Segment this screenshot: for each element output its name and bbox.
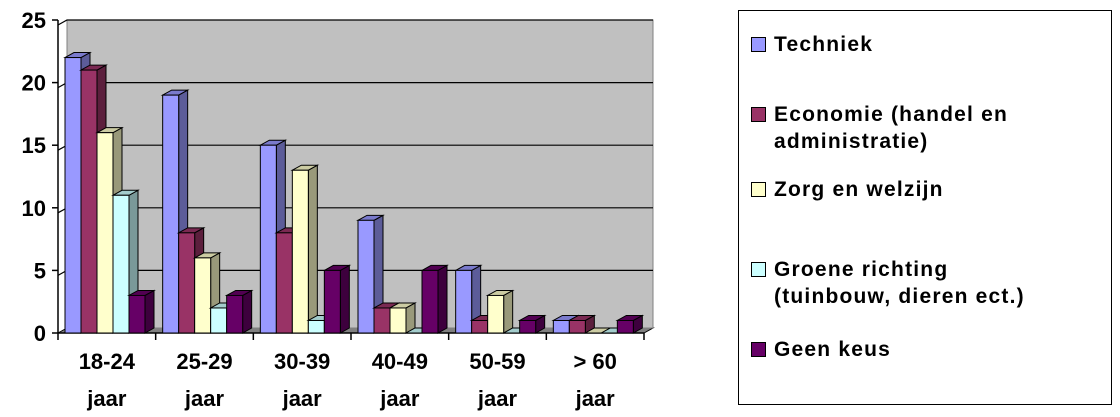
legend-label: Zorg en welzijn: [774, 178, 944, 201]
legend-swatch: [751, 182, 766, 197]
bar: [615, 314, 645, 334]
x-tick-label: 30-39 jaar: [274, 349, 330, 411]
legend-item: Techniek: [751, 31, 1114, 58]
legend-swatch: [751, 342, 766, 357]
legend-swatch: [751, 262, 766, 277]
bar: [224, 289, 254, 334]
y-tick-label: 0: [34, 321, 46, 346]
gridline: [57, 19, 653, 26]
y-tick-label: 5: [34, 258, 46, 283]
bar: [388, 302, 417, 334]
bar: [485, 289, 515, 334]
y-tick-label: 20: [22, 71, 46, 96]
legend-item: Economie (handel en administratie): [751, 101, 1114, 155]
x-tick-label: 18-24 jaar: [79, 349, 136, 411]
bar: [290, 164, 320, 334]
legend-item: Geen keus: [751, 336, 1114, 363]
legend-swatch: [751, 37, 766, 52]
legend: Techniek Economie (handel en administrati…: [738, 10, 1112, 405]
bar: [356, 214, 385, 334]
legend-label: Groene richting (tuinbouw, dieren ect.): [774, 258, 1025, 308]
x-tick-label: 25-29 jaar: [176, 349, 232, 411]
bar: [160, 89, 190, 334]
y-tick-label: 15: [22, 133, 46, 158]
bar-chart: 0 5 10 15 20 25 18-24 jaar 25-29 jaar 30-39 jaar 40-…: [22, 8, 655, 411]
bar: [127, 289, 156, 334]
legend-item: Groene richting (tuinbouw, dieren ect.): [751, 256, 1114, 310]
bar: [322, 264, 352, 334]
legend-label: Geen keus: [774, 338, 892, 361]
legend-label: Techniek: [774, 33, 874, 56]
x-tick-label: 50-59 jaar: [469, 349, 525, 411]
y-tick-label: 10: [22, 196, 46, 221]
x-tick-label: > 60 jaar: [573, 349, 616, 411]
legend-item: Zorg en welzijn: [751, 176, 1114, 203]
bar: [517, 314, 547, 334]
y-tick-label: 25: [22, 8, 46, 33]
legend-label: Economie (handel en administratie): [774, 103, 1008, 153]
x-tick-label: 40-49 jaar: [372, 349, 428, 411]
legend-swatch: [751, 107, 766, 122]
bar: [420, 264, 449, 334]
bar: [567, 314, 597, 334]
